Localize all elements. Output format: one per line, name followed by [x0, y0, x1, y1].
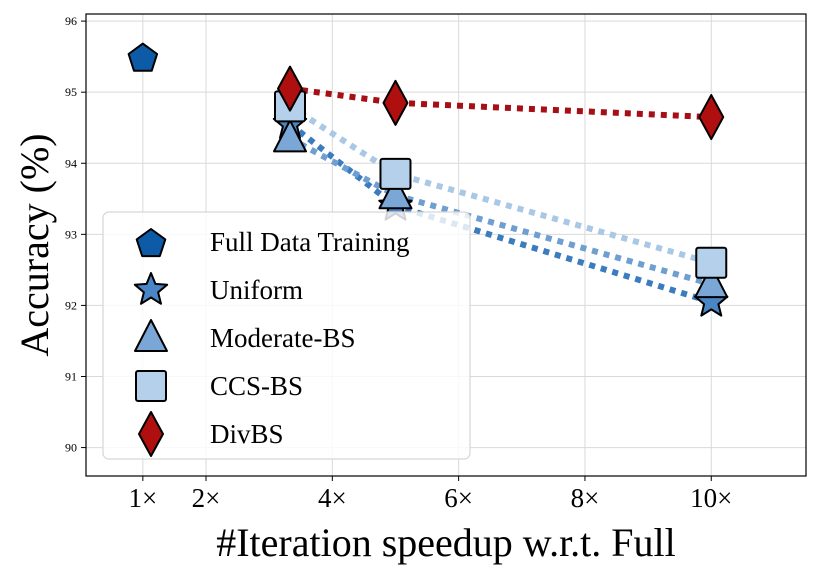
legend-label: DivBS — [210, 419, 284, 449]
y-tick-label: 94 — [65, 156, 77, 170]
x-axis-ticks: 1× 2× 4× 6× 8× 10× — [128, 476, 732, 513]
data-point-triangle — [378, 176, 413, 210]
y-tick-label: 90 — [65, 441, 77, 455]
x-axis-label: #Iteration speedup w.r.t. Full — [216, 520, 676, 565]
x-tick-label: 6× — [444, 483, 473, 513]
legend-marker-diamond — [138, 411, 164, 457]
data-point-triangle — [273, 119, 307, 153]
legend-marker-pentagon — [135, 228, 167, 258]
y-tick-label: 91 — [65, 369, 77, 383]
legend-marker-square — [135, 370, 167, 402]
data-point-triangle — [694, 265, 729, 299]
legend-label: Full Data Training — [210, 227, 410, 257]
legend-label: CCS-BS — [210, 371, 303, 401]
y-tick-label: 92 — [65, 298, 77, 312]
data-point-square — [379, 157, 412, 190]
legend-label: Moderate-BS — [210, 323, 355, 353]
x-tick-label: 2× — [192, 483, 221, 513]
data-point-square — [695, 246, 728, 279]
legend-box — [102, 211, 471, 460]
data-point-diamond — [382, 79, 409, 126]
x-tick-label: 4× — [318, 483, 347, 513]
x-tick-label: 1× — [128, 483, 157, 513]
x-tick-label: 8× — [571, 483, 600, 513]
series-line-4 — [289, 85, 712, 121]
data-point-diamond — [277, 65, 303, 112]
x-tick-label: 10× — [690, 483, 732, 513]
plot-area-frame — [85, 13, 807, 477]
legend-marker-triangle — [134, 319, 168, 352]
legend-marker-star — [133, 272, 169, 305]
y-axis-label: Accuracy (%) — [12, 133, 57, 356]
y-tick-label: 96 — [65, 14, 77, 28]
legend-label: Uniform — [210, 275, 303, 305]
series-line-2 — [288, 135, 713, 287]
y-tick-label: 93 — [65, 227, 77, 241]
legend: Full Data Training Uniform Moderate-BS CCS-… — [102, 211, 471, 460]
data-point-diamond — [698, 94, 725, 141]
y-axis-ticks: 90 91 92 93 94 95 96 — [65, 14, 86, 455]
data-point-pentagon — [127, 42, 159, 72]
y-tick-label: 95 — [65, 85, 77, 99]
